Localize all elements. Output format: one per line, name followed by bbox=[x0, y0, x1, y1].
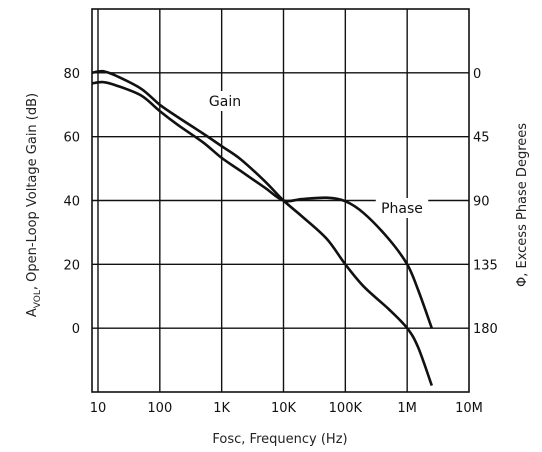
x-tick-label: 1M bbox=[397, 401, 417, 416]
annotation-background bbox=[375, 198, 429, 218]
y-axis-label-main: A bbox=[25, 308, 40, 317]
y2-tick-label: 180 bbox=[473, 322, 498, 337]
y2-tick-labels: 0 45 90 135 180 bbox=[473, 67, 498, 337]
y-axis-label-rest: , Open-Loop Voltage Gain (dB) bbox=[25, 93, 40, 290]
x-tick-label: 100 bbox=[147, 401, 172, 416]
y-tick-label: 60 bbox=[63, 131, 80, 146]
plot-frame bbox=[91, 8, 470, 393]
series-line-phase bbox=[91, 80, 434, 329]
y2-axis-label: Φ, Excess Phase Degrees bbox=[515, 123, 530, 287]
annotation-background bbox=[203, 91, 247, 111]
y-tick-label: 0 bbox=[72, 322, 80, 337]
annotation-layer: Gain Phase bbox=[203, 91, 429, 218]
x-tick-labels: 10 100 1K 10K 100K 1M 10M bbox=[90, 401, 483, 416]
x-axis-label: Fosc, Frequency (Hz) bbox=[212, 432, 347, 447]
x-tick-label: 100K bbox=[329, 401, 363, 416]
y2-tick-label: 45 bbox=[473, 131, 490, 146]
y2-tick-label: 90 bbox=[473, 195, 490, 210]
y2-tick-label: 0 bbox=[473, 67, 481, 82]
annotation-phase: Phase bbox=[381, 201, 423, 217]
y-tick-labels: 80 60 40 20 0 bbox=[63, 67, 80, 337]
y2-tick-label: 135 bbox=[473, 258, 498, 273]
x-tick-label: 1K bbox=[213, 401, 230, 416]
series-layer bbox=[91, 69, 434, 387]
annotation-gain: Gain bbox=[209, 94, 241, 110]
y-tick-label: 20 bbox=[63, 258, 80, 273]
y-axis-label-sub: VOL bbox=[33, 290, 43, 308]
x-tick-label: 10M bbox=[455, 401, 483, 416]
y-axis-label: AVOL, Open-Loop Voltage Gain (dB) bbox=[25, 93, 43, 317]
x-tick-label: 10 bbox=[90, 401, 107, 416]
y-tick-label: 40 bbox=[63, 195, 80, 210]
x-tick-label: 10K bbox=[271, 401, 297, 416]
series-line-gain bbox=[91, 69, 434, 387]
y-tick-label: 80 bbox=[63, 67, 80, 82]
